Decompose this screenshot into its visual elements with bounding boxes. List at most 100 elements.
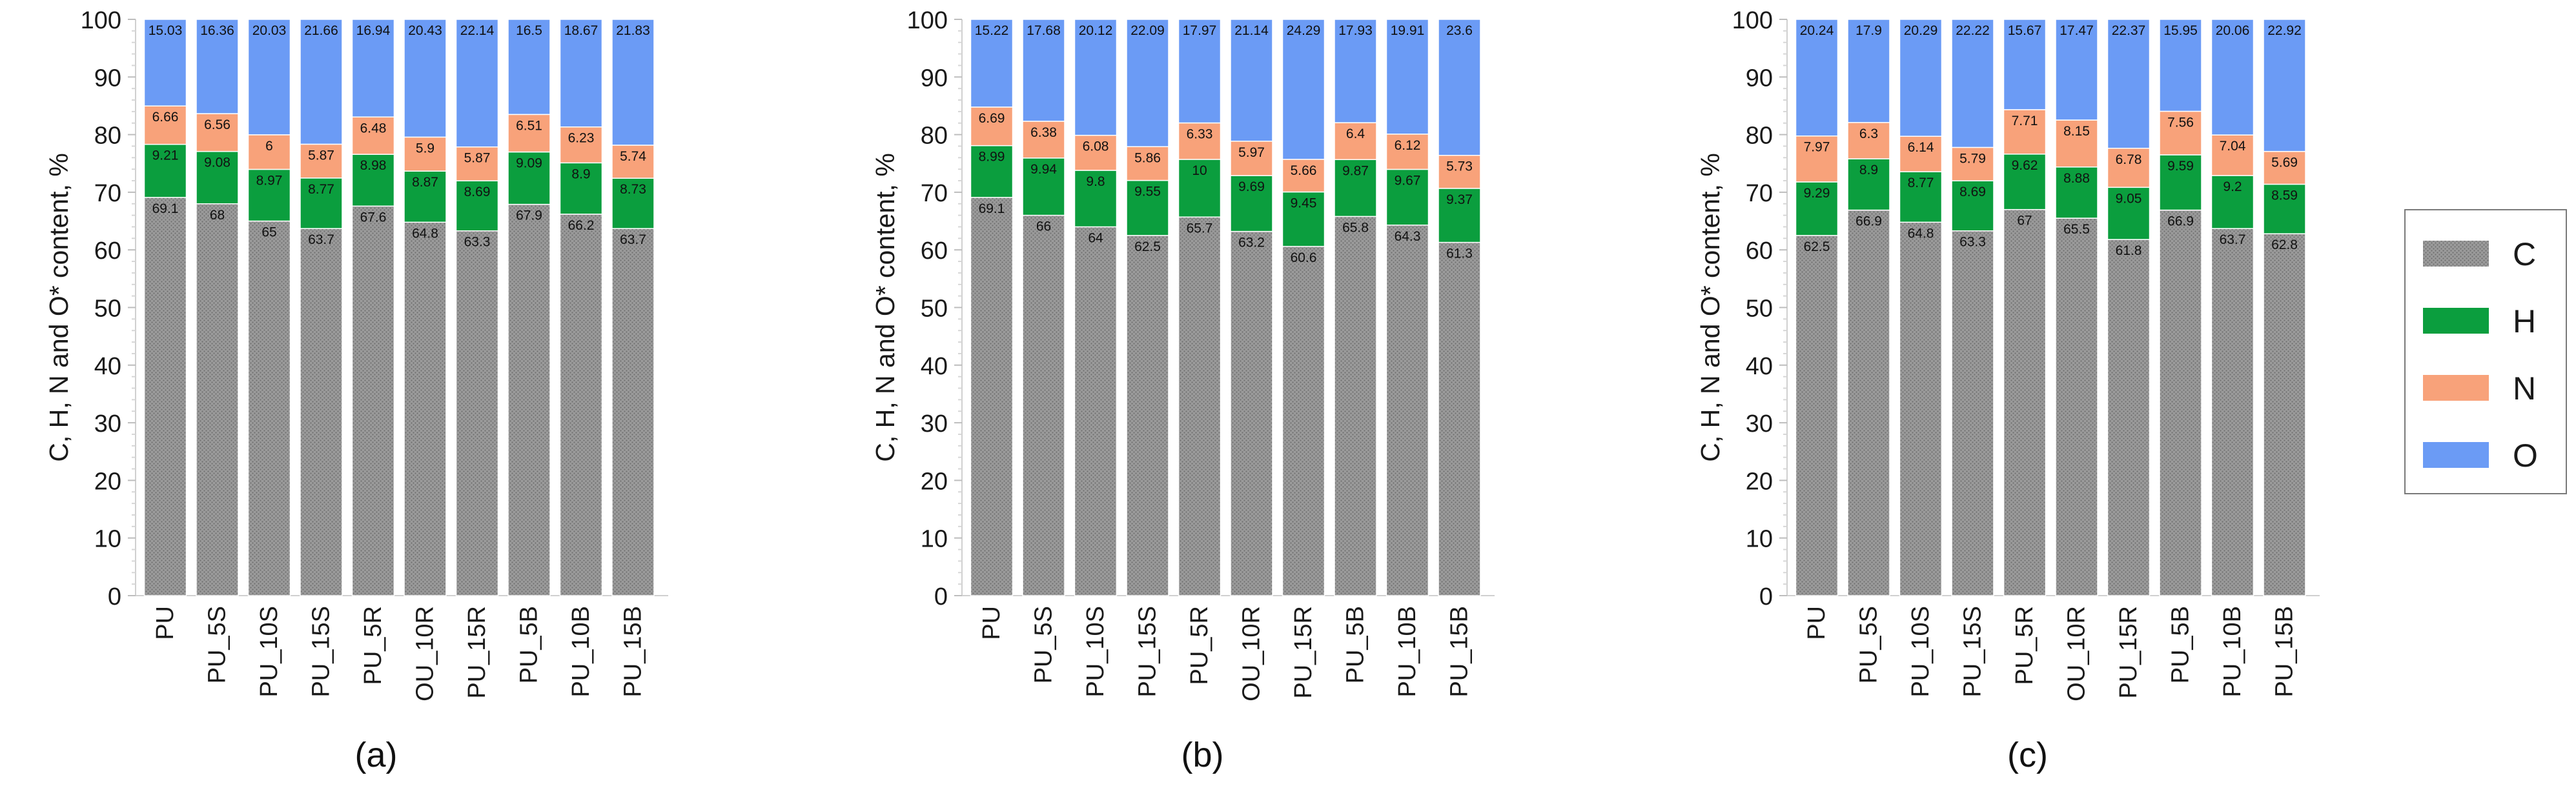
bar-segment-O bbox=[970, 19, 1014, 108]
data-label: 61.8 bbox=[2116, 243, 2142, 258]
bar-segment-N bbox=[2263, 150, 2306, 185]
y-tick-label: 20 bbox=[921, 468, 948, 495]
bar-segment-H bbox=[2003, 154, 2047, 210]
bar-segment-C bbox=[1230, 230, 1273, 596]
legend-label: N bbox=[2513, 370, 2536, 407]
bar-segment-H bbox=[143, 143, 187, 198]
bar-segment-N bbox=[2107, 148, 2151, 188]
data-label: 16.5 bbox=[516, 23, 542, 38]
bar-segment-C bbox=[247, 220, 291, 596]
data-label: 8.73 bbox=[620, 182, 646, 197]
bar-segment-H bbox=[1126, 179, 1169, 236]
data-label: 20.12 bbox=[1079, 23, 1113, 38]
bar-segment-N bbox=[1126, 146, 1169, 181]
bar-segment-N bbox=[143, 105, 187, 145]
bar-segment-O bbox=[1795, 19, 1839, 137]
bar-segment-H bbox=[196, 150, 239, 205]
bar-segment-O bbox=[2263, 19, 2306, 152]
bar-segment-C bbox=[2159, 209, 2202, 596]
data-label: 15.67 bbox=[2008, 23, 2042, 38]
bar-segment-O bbox=[1438, 19, 1481, 156]
x-tick-label: PU_15B bbox=[1446, 606, 1473, 698]
y-tick-label: 40 bbox=[921, 353, 948, 380]
bar-segment-O bbox=[1899, 19, 1943, 137]
y-tick-label: 100 bbox=[81, 7, 121, 34]
data-label: 20.43 bbox=[408, 23, 442, 38]
bar-segment-O bbox=[300, 19, 343, 145]
data-label: 8.9 bbox=[571, 166, 590, 181]
y-tick-label: 0 bbox=[934, 583, 948, 610]
data-label: 17.93 bbox=[1338, 23, 1373, 38]
bar-segment-C bbox=[970, 197, 1014, 596]
data-label: 65.8 bbox=[1342, 220, 1369, 235]
data-label: 21.14 bbox=[1234, 23, 1269, 38]
bar-segment-H bbox=[507, 151, 551, 205]
data-label: 20.24 bbox=[1800, 23, 1834, 38]
bar-segment-N bbox=[455, 146, 499, 181]
bar-segment-N bbox=[196, 113, 239, 152]
data-label: 66.2 bbox=[568, 218, 595, 233]
bar-segment-C bbox=[1899, 221, 1943, 596]
chart-panel: 0 10 20 30 40 50 60 70 80 90 100 C, H, N and O* con… bbox=[870, 7, 1495, 774]
data-label: 5.87 bbox=[464, 151, 491, 166]
x-tick-label: PU_5S bbox=[1855, 606, 1883, 683]
data-label: 8.99 bbox=[979, 150, 1005, 165]
data-label: 67.9 bbox=[516, 208, 542, 223]
y-tick-label: 40 bbox=[94, 353, 121, 380]
x-tick-label: PU_5B bbox=[516, 606, 543, 683]
x-tick-label: PU_5R bbox=[1186, 606, 1213, 685]
y-tick-label: 0 bbox=[108, 583, 121, 610]
bar-segment-H bbox=[2055, 166, 2098, 219]
bar-segment-O bbox=[143, 19, 187, 106]
data-label: 6.78 bbox=[2116, 152, 2142, 167]
y-axis-label: C, H, N and O* content, % bbox=[870, 153, 900, 462]
bar-segment-H bbox=[300, 177, 343, 229]
data-label: 6.4 bbox=[1346, 126, 1365, 141]
bar-segment-O bbox=[1282, 19, 1325, 160]
data-label: 8.69 bbox=[1959, 185, 1986, 199]
bar-segment-N bbox=[300, 143, 343, 179]
bar-segment-O bbox=[611, 19, 655, 146]
bar-segment-C bbox=[2107, 239, 2151, 596]
data-label: 9.05 bbox=[2116, 191, 2142, 206]
legend-swatch-C bbox=[2423, 241, 2489, 267]
y-axis-label: C, H, N and O* content, % bbox=[44, 153, 74, 462]
bar-segment-C bbox=[1022, 214, 1065, 596]
data-label: 9.67 bbox=[1395, 173, 1421, 188]
bar-segment-C bbox=[1385, 225, 1429, 596]
data-label: 9.29 bbox=[1804, 186, 1830, 201]
bar-segment-N bbox=[1178, 122, 1222, 160]
data-label: 6.38 bbox=[1030, 125, 1057, 140]
data-label: 8.87 bbox=[412, 175, 438, 190]
panel-label: (a) bbox=[355, 736, 398, 774]
bar-segment-C bbox=[2211, 228, 2254, 596]
data-label: 21.83 bbox=[616, 23, 650, 38]
data-label: 5.97 bbox=[1238, 145, 1265, 160]
data-label: 68 bbox=[210, 208, 225, 223]
data-label: 6.51 bbox=[516, 118, 542, 133]
data-label: 9.8 bbox=[1086, 174, 1105, 189]
data-label: 17.47 bbox=[2060, 23, 2094, 38]
data-label: 9.37 bbox=[1446, 192, 1473, 207]
bar-segment-C bbox=[1438, 241, 1481, 596]
data-label: 66.9 bbox=[2167, 214, 2194, 229]
data-label: 8.69 bbox=[464, 185, 491, 199]
bar-segment-O bbox=[351, 19, 395, 118]
data-label: 67 bbox=[2017, 214, 2032, 228]
data-label: 22.92 bbox=[2267, 23, 2302, 38]
data-label: 5.66 bbox=[1291, 163, 1317, 178]
data-label: 5.79 bbox=[1959, 151, 1986, 166]
bar-segment-C bbox=[1951, 230, 1994, 596]
data-label: 7.56 bbox=[2167, 115, 2194, 130]
bar-segment-H bbox=[1022, 157, 1065, 216]
data-label: 9.87 bbox=[1342, 163, 1369, 178]
y-tick-label: 30 bbox=[1746, 410, 1773, 438]
x-tick-label: OU_10R bbox=[412, 606, 439, 701]
bar-segment-O bbox=[455, 19, 499, 148]
data-label: 64 bbox=[1088, 230, 1103, 245]
data-label: 16.94 bbox=[356, 23, 391, 38]
bar-segment-N bbox=[1334, 122, 1377, 161]
x-tick-label: PU_5R bbox=[360, 606, 387, 685]
bar-segment-H bbox=[2211, 175, 2254, 229]
data-label: 8.98 bbox=[360, 158, 387, 173]
